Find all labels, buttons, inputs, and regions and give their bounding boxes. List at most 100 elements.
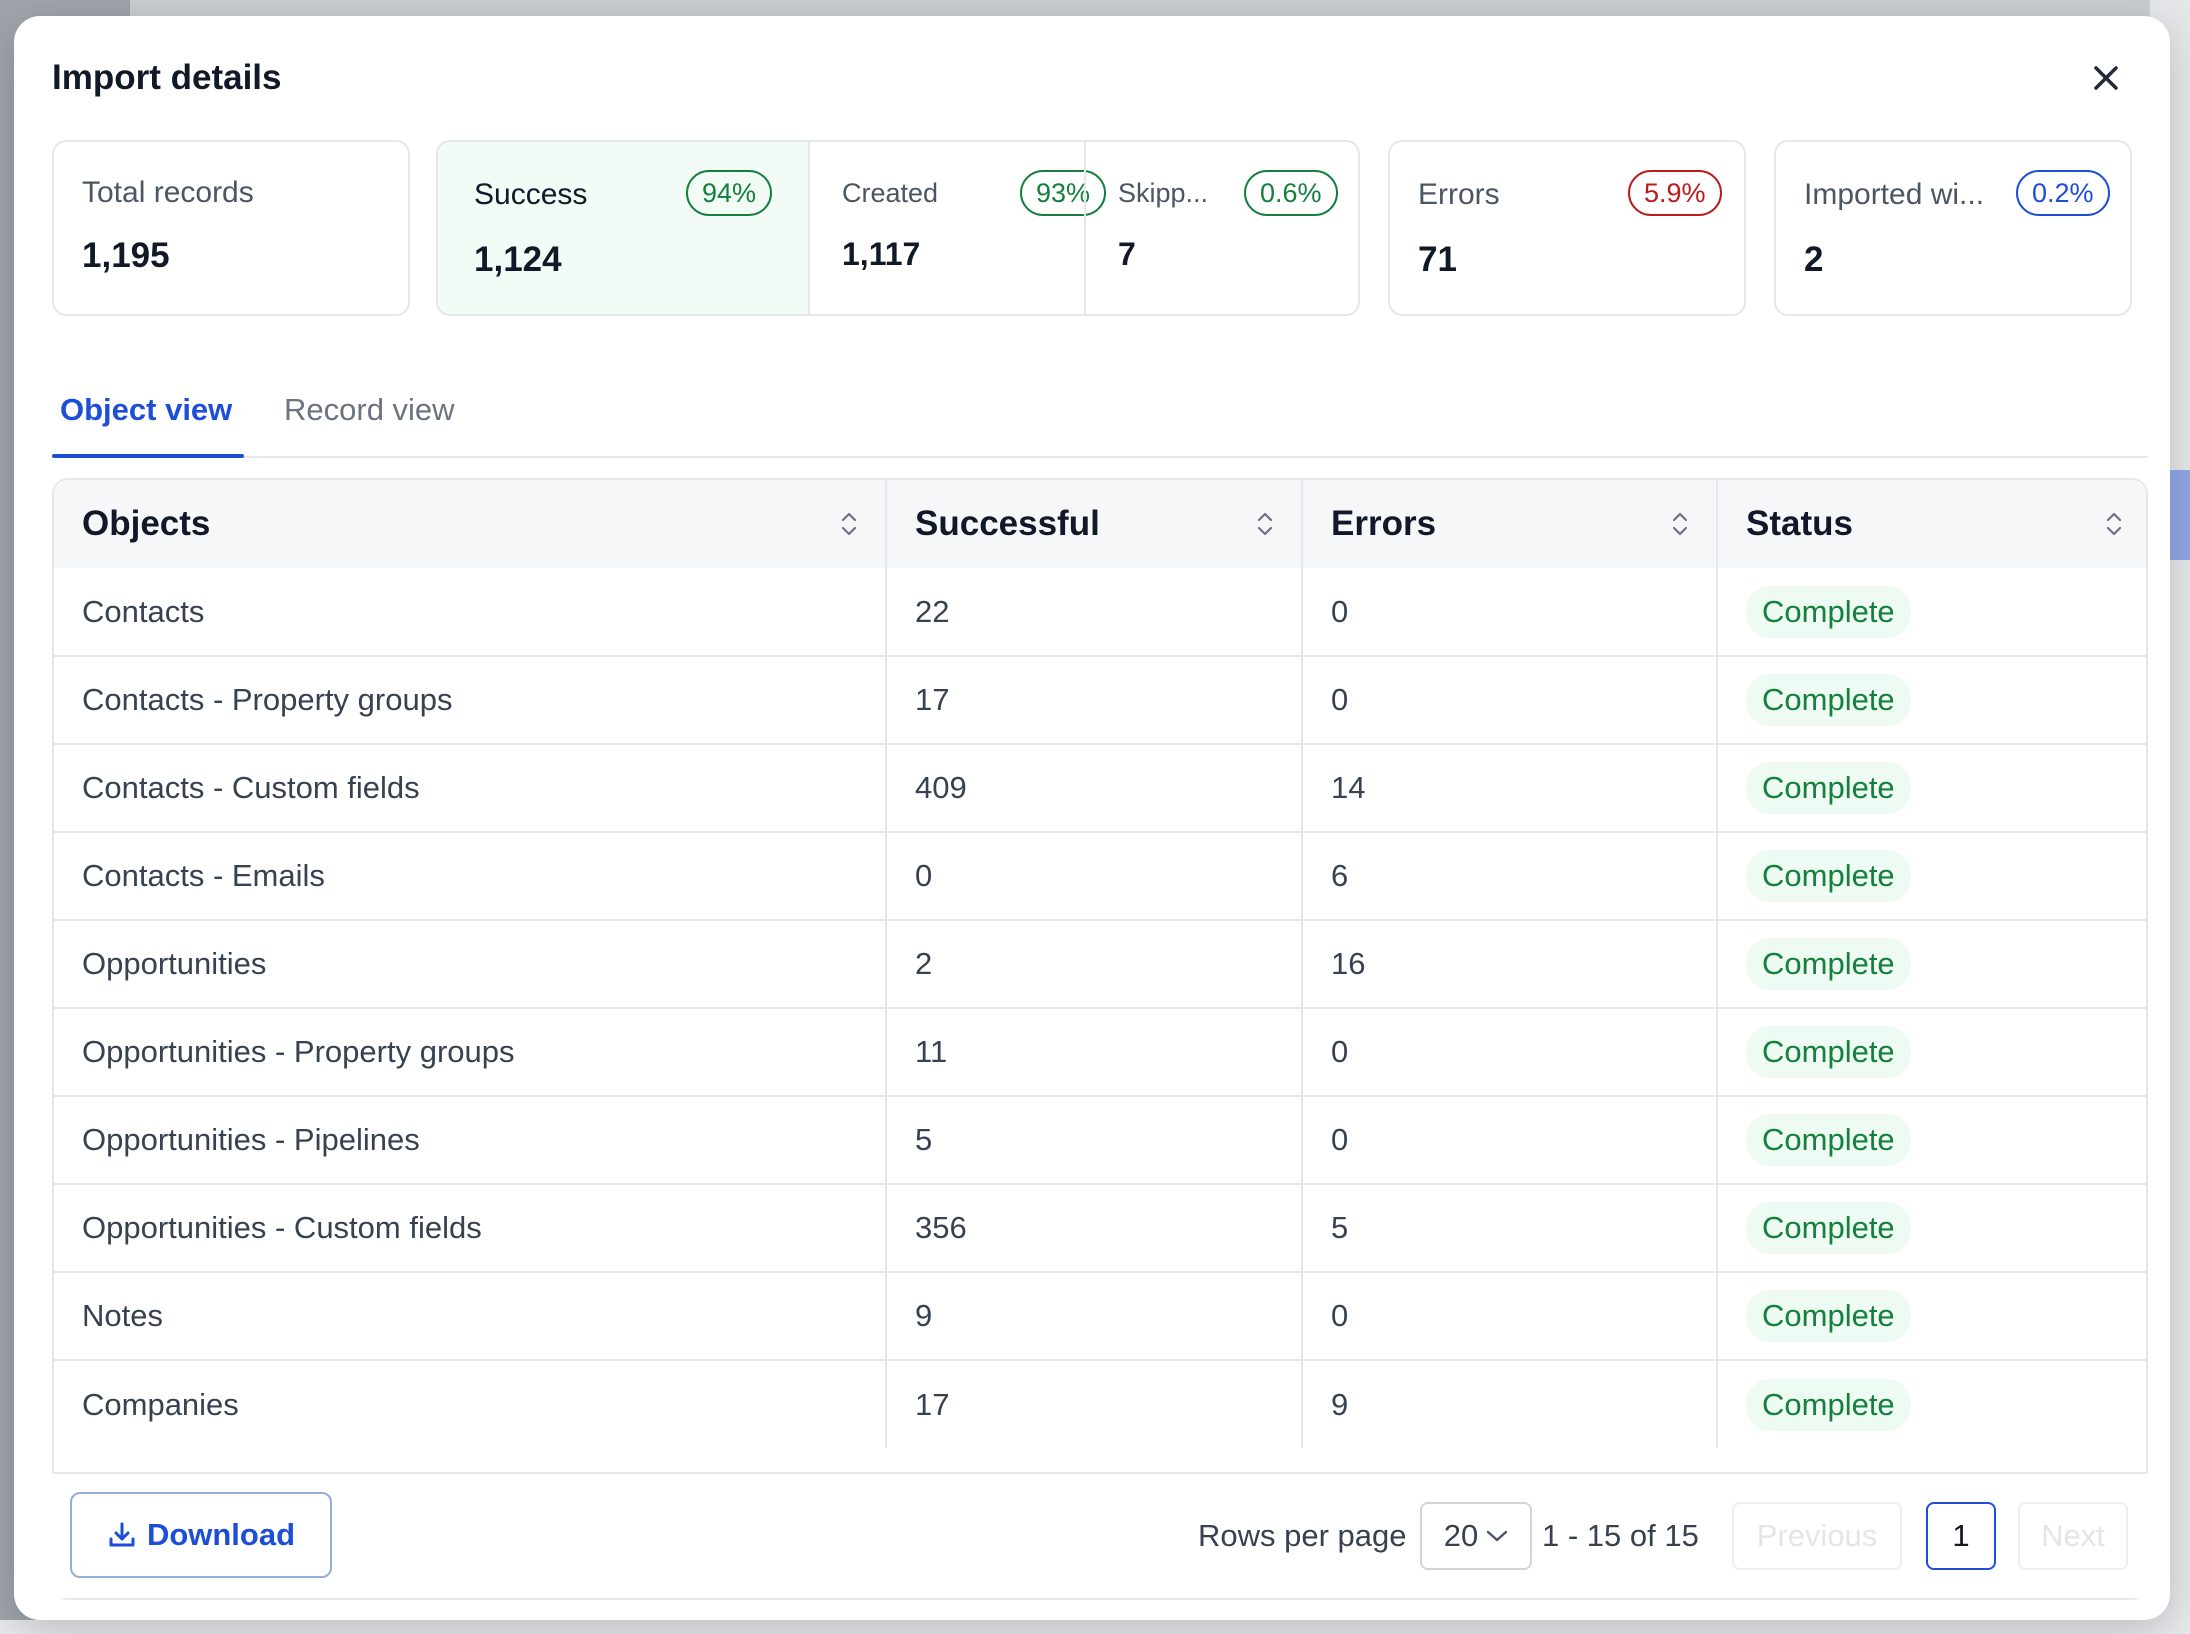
stat-value: 71 xyxy=(1418,240,1457,279)
divider xyxy=(808,142,810,314)
status-badge: Complete xyxy=(1746,938,1911,990)
success-highlight xyxy=(438,142,808,314)
tab-object-view[interactable]: Object view xyxy=(60,392,233,427)
stat-value: 1,117 xyxy=(842,236,921,272)
column-header-label: Successful xyxy=(915,504,1100,543)
cell-successful: 9 xyxy=(886,1272,1303,1360)
download-button[interactable]: Download xyxy=(70,1492,332,1578)
current-page-button[interactable]: 1 xyxy=(1926,1502,1996,1570)
backdrop-footer xyxy=(0,1620,2190,1634)
cell-errors: 0 xyxy=(1302,656,1718,744)
percentage-badge: 93% xyxy=(1020,170,1107,216)
percentage-badge: 5.9% xyxy=(1628,170,1722,216)
cell-object: Opportunities - Pipelines xyxy=(54,1096,887,1184)
close-icon xyxy=(2094,66,2118,90)
column-header-label: Errors xyxy=(1331,504,1437,543)
table-row: Contacts - Property groups 17 0 Complete xyxy=(54,656,2146,744)
status-badge: Complete xyxy=(1746,585,1911,638)
cell-status: Complete xyxy=(1717,568,2146,656)
cell-successful: 11 xyxy=(886,1008,1303,1096)
table-row: Contacts 22 0 Complete xyxy=(54,568,2146,656)
import-details-modal: Import details Total records 1,195 Succe… xyxy=(14,16,2170,1620)
stat-value: 7 xyxy=(1118,236,1136,272)
cell-errors: 0 xyxy=(1302,1272,1718,1360)
cell-status: Complete xyxy=(1717,656,2146,744)
cell-status: Complete xyxy=(1717,1272,2146,1360)
status-badge: Complete xyxy=(1746,1378,1911,1431)
cell-errors: 16 xyxy=(1302,920,1718,1008)
cell-errors: 9 xyxy=(1302,1360,1718,1448)
stat-label: Errors xyxy=(1418,178,1500,211)
cell-successful: 2 xyxy=(886,920,1303,1008)
table-row: Opportunities - Property groups 11 0 Com… xyxy=(54,1008,2146,1096)
cell-object: Contacts - Custom fields xyxy=(54,744,887,832)
modal-title: Import details xyxy=(52,58,282,97)
table-row: Opportunities - Custom fields 356 5 Comp… xyxy=(54,1184,2146,1272)
download-icon xyxy=(109,1522,135,1547)
view-tabs: Object view Record view xyxy=(52,372,2148,458)
sort-icon xyxy=(841,512,857,536)
cell-successful: 5 xyxy=(886,1096,1303,1184)
stat-label: Imported wi... xyxy=(1804,178,1985,211)
cell-status: Complete xyxy=(1717,920,2146,1008)
cell-object: Contacts xyxy=(54,568,887,656)
rows-per-page-select[interactable]: 20 xyxy=(1420,1502,1532,1570)
cell-status: Complete xyxy=(1717,1008,2146,1096)
cell-object: Opportunities xyxy=(54,920,887,1008)
cell-errors: 6 xyxy=(1302,832,1718,920)
cell-errors: 0 xyxy=(1302,1096,1718,1184)
tab-record-view[interactable]: Record view xyxy=(284,392,455,427)
status-badge: Complete xyxy=(1746,674,1911,726)
status-badge: Complete xyxy=(1746,1026,1911,1078)
cell-successful: 356 xyxy=(886,1184,1303,1272)
download-label: Download xyxy=(146,1517,296,1552)
stat-value: 1,124 xyxy=(474,240,562,279)
sort-icon xyxy=(1257,512,1273,536)
next-page-button[interactable]: Next xyxy=(2018,1502,2128,1570)
cell-object: Contacts - Property groups xyxy=(54,656,887,744)
stat-label: Created xyxy=(842,178,939,208)
rows-per-page-label: Rows per page xyxy=(1198,1518,1407,1553)
table-row: Opportunities - Pipelines 5 0 Complete xyxy=(54,1096,2146,1184)
column-header-status[interactable]: Status xyxy=(1717,480,2146,568)
column-header-successful[interactable]: Successful xyxy=(886,480,1303,568)
cell-status: Complete xyxy=(1717,832,2146,920)
divider xyxy=(1084,142,1086,314)
cell-successful: 17 xyxy=(886,656,1303,744)
cell-errors: 14 xyxy=(1302,744,1718,832)
stat-value: 2 xyxy=(1804,240,1824,279)
sort-icon xyxy=(1672,512,1688,536)
cell-object: Contacts - Emails xyxy=(54,832,887,920)
stat-label: Total records xyxy=(82,176,254,209)
table-row: Companies 17 9 Complete xyxy=(54,1360,2146,1448)
percentage-badge: 0.2% xyxy=(2016,170,2110,216)
stat-label: Success xyxy=(474,178,588,211)
close-button[interactable] xyxy=(2082,54,2130,102)
column-header-objects[interactable]: Objects xyxy=(54,480,887,568)
previous-page-button[interactable]: Previous xyxy=(1732,1502,1902,1570)
stat-card-success-group: Success 1,124 94% Created 1,117 93% Skip… xyxy=(436,140,1360,316)
stat-card-errors: Errors 71 5.9% xyxy=(1388,140,1746,316)
column-header-label: Objects xyxy=(82,504,211,543)
stat-card-imported: Imported wi... 2 0.2% xyxy=(1774,140,2132,316)
cell-status: Complete xyxy=(1717,1360,2146,1448)
cell-successful: 0 xyxy=(886,832,1303,920)
cell-status: Complete xyxy=(1717,744,2146,832)
status-badge: Complete xyxy=(1746,762,1911,814)
sort-icon xyxy=(2106,512,2122,536)
column-header-errors[interactable]: Errors xyxy=(1302,480,1718,568)
cell-successful: 17 xyxy=(886,1360,1303,1448)
cell-successful: 22 xyxy=(886,568,1303,656)
cell-errors: 0 xyxy=(1302,568,1718,656)
cell-status: Complete xyxy=(1717,1096,2146,1184)
status-badge: Complete xyxy=(1746,850,1911,902)
rows-per-page-value: 20 xyxy=(1443,1518,1479,1553)
table-row: Contacts - Custom fields 409 14 Complete xyxy=(54,744,2146,832)
percentage-badge: 94% xyxy=(686,170,773,216)
chevron-down-icon xyxy=(1487,1530,1508,1542)
column-header-label: Status xyxy=(1746,504,1853,543)
active-tab-indicator xyxy=(52,454,244,458)
table-row: Opportunities 2 16 Complete xyxy=(54,920,2146,1008)
status-badge: Complete xyxy=(1746,1290,1911,1342)
cell-errors: 5 xyxy=(1302,1184,1718,1272)
